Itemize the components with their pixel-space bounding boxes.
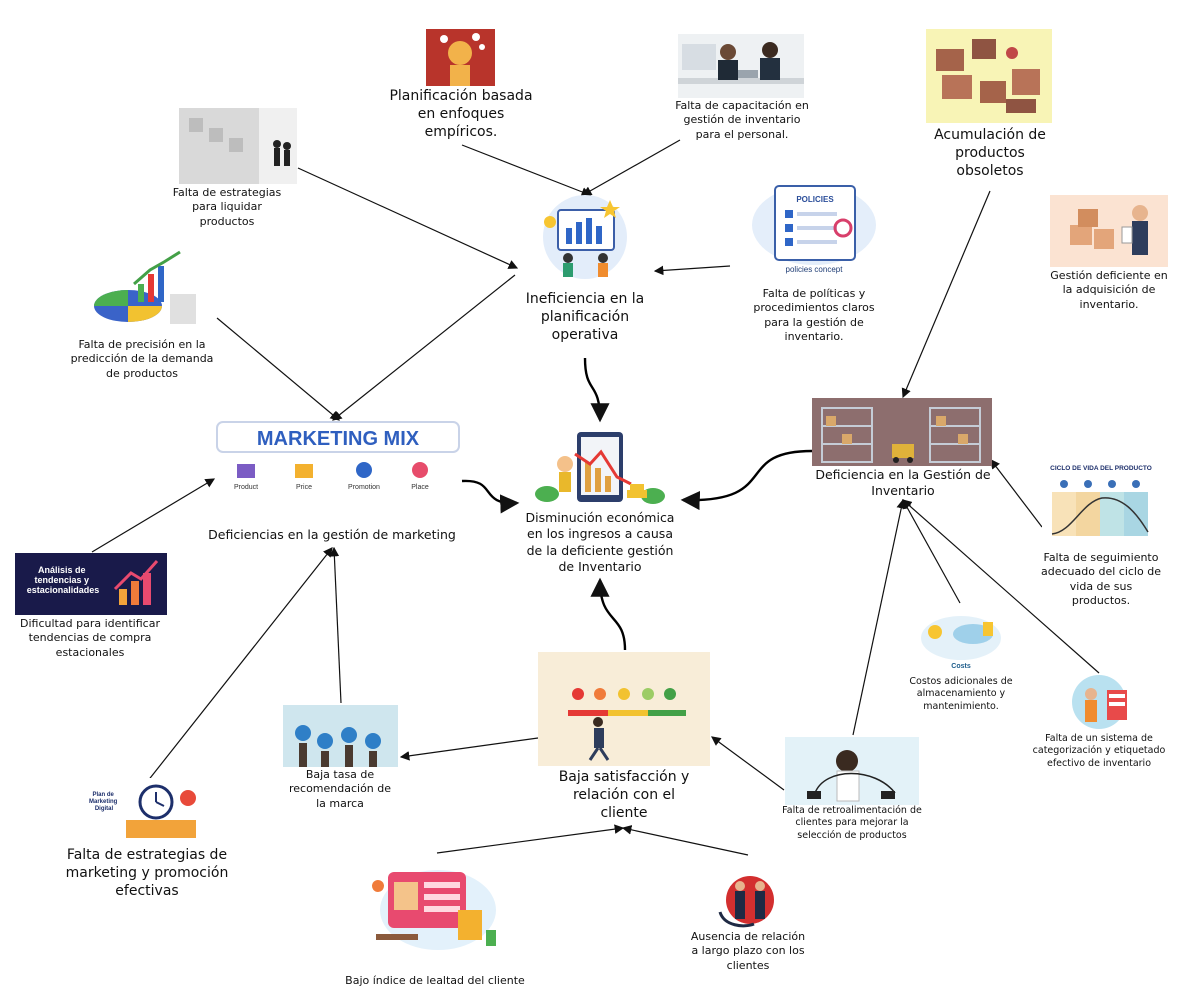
- obsolete-cause: Acumulación de productos obsoletos: [934, 127, 1046, 180]
- policies-img-title: POLICIES: [796, 195, 834, 204]
- strategies-img-title: Plan de Marketing Digital: [89, 792, 119, 812]
- policies-image: POLICIES policies concept: [745, 180, 883, 275]
- link-feedback-sat: [711, 736, 785, 791]
- feedback-cause: Falta de retroalimentación de clientes p…: [782, 805, 922, 841]
- link-loyalty: [436, 824, 625, 854]
- planning-illustration: [538, 192, 633, 287]
- link-inventory-center: [680, 449, 813, 511]
- mix-item-product: Product: [234, 484, 258, 491]
- center-illustration: [535, 422, 665, 510]
- categorization-cause: Falta de un sistema de categorización y …: [1032, 733, 1166, 769]
- empirical-image: [426, 29, 495, 86]
- seasonal-img-title: Análisis de tendencias y estacionalidade…: [27, 565, 100, 595]
- obsolete-image: [926, 29, 1052, 123]
- mix-item-place: Place: [411, 484, 429, 491]
- marketing-mix-title: MARKETING MIX: [257, 428, 420, 450]
- link-feedback-inventory: [852, 498, 906, 736]
- acquisition-cause: Gestión deficiente en la adquisición de …: [1050, 269, 1168, 311]
- costs-img-caption: Costs: [951, 663, 971, 670]
- relationship-image: [714, 872, 786, 928]
- training-image: [678, 34, 804, 98]
- inventory-label: Deficiencia en la Gestión de Inventario: [815, 467, 991, 499]
- relationship-cause: Ausencia de relación a largo plazo con l…: [690, 930, 806, 972]
- link-recommendation: [329, 546, 342, 704]
- empirical-cause: Planificación basada en enfoques empíric…: [389, 88, 533, 141]
- acquisition-image: [1050, 195, 1168, 267]
- lifecycle-img-title: CICLO DE VIDA DEL PRODUCTO: [1050, 465, 1152, 472]
- link-training: [581, 139, 681, 196]
- seasonal-cause: Dificultad para identificar tendencias d…: [20, 617, 160, 659]
- link-relationship: [621, 825, 749, 856]
- strategies-cause: Falta de estrategias de marketing y prom…: [65, 847, 229, 900]
- link-seasonal: [91, 478, 216, 553]
- satisfaction-label: Baja satisfacción y relación con el clie…: [558, 769, 690, 822]
- policies-img-caption: policies concept: [786, 265, 844, 274]
- feedback-image: [785, 737, 919, 805]
- lifecycle-image: CICLO DE VIDA DEL PRODUCTO: [1042, 462, 1160, 542]
- forecast-image: [78, 248, 198, 332]
- liquidate-image: [179, 108, 297, 184]
- satisfaction-image: [538, 652, 710, 766]
- marketing-mix-image: MARKETING MIX Product Price Promotion Pl…: [215, 420, 461, 492]
- link-satisfaction-center: [590, 577, 627, 651]
- link-forecast: [216, 317, 340, 421]
- strategies-image: Plan de Marketing Digital: [76, 778, 208, 844]
- link-sat-recommendation: [399, 737, 539, 761]
- loyalty-cause: Bajo índice de lealtad del cliente: [345, 974, 525, 987]
- categorization-image: [1061, 674, 1137, 730]
- link-empirical: [461, 144, 592, 197]
- costs-image: Costs: [915, 608, 1007, 672]
- recommendation-image: [283, 705, 398, 767]
- link-planning-center: [583, 357, 610, 423]
- costs-cause: Costos adicionales de almacenamiento y m…: [909, 676, 1013, 712]
- link-costs: [902, 498, 961, 604]
- center-problem-label: Disminución económica en los ingresos a …: [525, 510, 675, 574]
- link-liquidate: [297, 167, 519, 269]
- planning-label: Ineficiencia en la planificación operati…: [525, 291, 645, 344]
- link-policies: [653, 265, 731, 276]
- mix-item-promotion: Promotion: [348, 484, 380, 491]
- mix-item-price: Price: [296, 484, 312, 491]
- training-cause: Falta de capacitación en gestión de inve…: [675, 99, 809, 141]
- link-planning-marketing: [332, 274, 516, 421]
- seasonal-image: Análisis de tendencias y estacionalidade…: [15, 553, 167, 615]
- lifecycle-cause: Falta de seguimiento adecuado del ciclo …: [1041, 551, 1161, 607]
- link-marketing-center: [461, 479, 520, 514]
- policies-cause: Falta de políticas y procedimientos clar…: [753, 287, 875, 343]
- link-obsolete: [901, 190, 991, 399]
- recommendation-cause: Baja tasa de recomendación de la marca: [288, 768, 392, 810]
- forecast-cause: Falta de precisión en la predicción de l…: [70, 338, 214, 380]
- loyalty-image: [368, 864, 502, 954]
- inventory-image: [812, 398, 992, 466]
- liquidate-cause: Falta de estrategias para liquidar produ…: [172, 186, 282, 228]
- marketing-label: Deficiencias en la gestión de marketing: [208, 527, 456, 542]
